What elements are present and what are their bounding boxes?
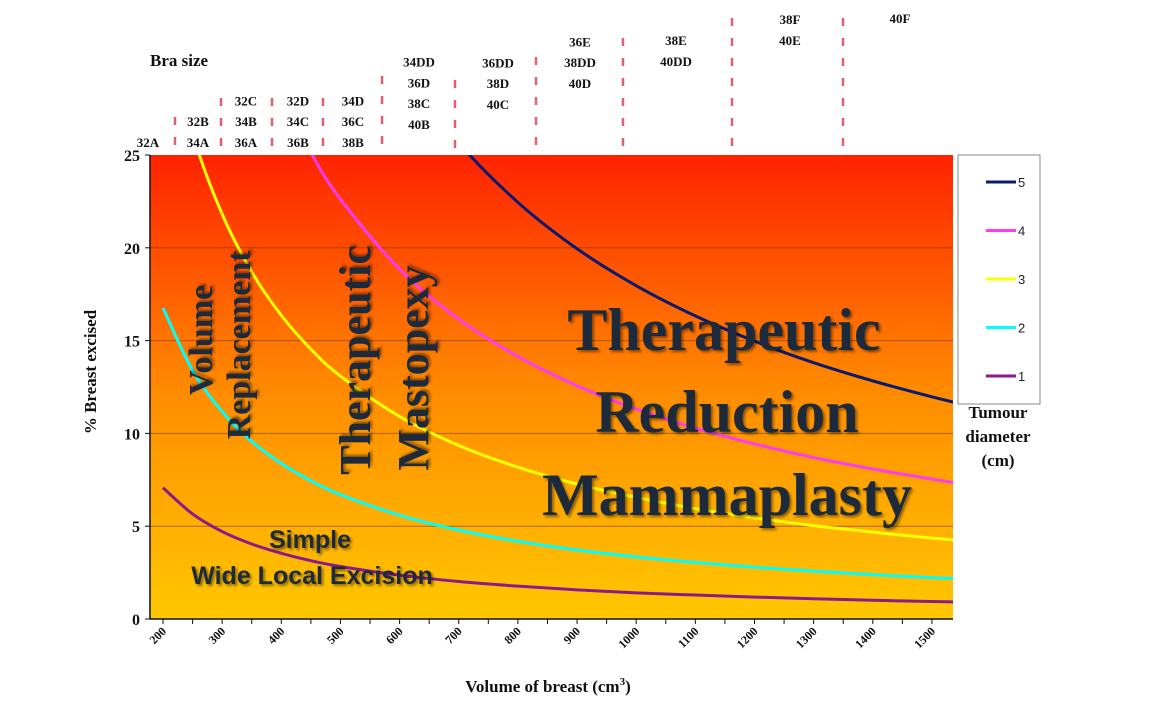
- bra-size-label: 40B: [408, 117, 430, 132]
- bra-size-label: 32A: [137, 135, 160, 150]
- bra-size-label: 38B: [342, 135, 364, 150]
- bra-size-label: 38C: [408, 96, 430, 111]
- x-tick-label: 800: [501, 624, 524, 647]
- legend-label-4: 4: [1018, 224, 1025, 239]
- bra-size-label: 32D: [287, 93, 309, 108]
- bra-size-label: 38E: [665, 33, 687, 48]
- series-line-5: [467, 155, 953, 404]
- region-label-simple: Simple: [269, 526, 351, 554]
- bra-size-label: 38F: [780, 12, 801, 27]
- bra-size-label: 36A: [235, 135, 258, 150]
- region-label-mammaplasty: Mammaplasty: [542, 462, 912, 528]
- bra-size-label: 34C: [287, 114, 309, 129]
- x-tick-label: 1000: [615, 624, 642, 651]
- legend-entries: 5 4 3 2 1: [986, 175, 1025, 384]
- bra-size-label: 36E: [569, 34, 591, 49]
- y-tick-label: 0: [132, 612, 140, 629]
- bra-size-label: 40F: [890, 11, 911, 26]
- legend-label-2: 2: [1018, 321, 1025, 336]
- region-label-therapeutic: Therapeutic: [331, 245, 380, 475]
- series-line-3: [197, 155, 953, 542]
- y-tick-label: 20: [124, 241, 140, 258]
- x-tick-label: 700: [442, 624, 465, 647]
- bra-size-label: 34B: [235, 114, 257, 129]
- x-tick-label: 1200: [734, 624, 761, 651]
- x-tick-label: 1500: [911, 624, 938, 651]
- bra-size-label: 36D: [408, 75, 430, 90]
- series-line-2: [161, 307, 953, 580]
- y-tick-label: 15: [124, 334, 140, 351]
- bra-size-labels: 32A 32B 34A 32C 34B 36A 32D 34C 36B 34D 36C 38B 34DD…: [137, 11, 911, 150]
- x-tick-label: 1100: [675, 624, 701, 650]
- bra-size-label: 38D: [487, 76, 509, 91]
- region-label-wle: Wide Local Excision: [191, 562, 433, 590]
- region-label-therapeutic-2: Therapeutic: [567, 297, 880, 363]
- y-axis-label: % Breast excised: [81, 309, 100, 434]
- region-label-replacement: Replacement: [221, 250, 258, 440]
- bra-size-label: 34D: [342, 93, 364, 108]
- bra-size-label: 34A: [187, 135, 210, 150]
- legend-label-3: 3: [1018, 272, 1025, 287]
- x-axis-label: Volume of breast (cm3): [465, 676, 631, 696]
- x-tick-label: 300: [206, 624, 229, 647]
- series-line-4: [310, 155, 953, 484]
- bra-size-label: 40DD: [660, 54, 692, 69]
- y-tick-label: 5: [132, 519, 140, 536]
- legend-label-5: 5: [1018, 175, 1025, 190]
- series-line-1: [162, 486, 953, 604]
- bra-size-label: 38DD: [564, 55, 596, 70]
- curves: [161, 155, 953, 604]
- y-tick-label: 25: [124, 148, 140, 165]
- bra-size-label: 32B: [187, 114, 209, 129]
- y-ticks: 0 5 10 15 20 25: [124, 148, 150, 629]
- x-tick-label: 500: [324, 624, 347, 647]
- region-label-reduction: Reduction: [595, 379, 858, 445]
- legend-title-1: Tumour: [969, 403, 1028, 422]
- bra-size-title: Bra size: [150, 51, 209, 70]
- bra-size-label: 36DD: [482, 55, 514, 70]
- x-tick-label: 1300: [793, 624, 820, 651]
- legend-label-1: 1: [1018, 369, 1025, 384]
- bra-size-label: 40E: [779, 33, 801, 48]
- x-tick-label: 400: [265, 624, 288, 647]
- bra-size-label: 36C: [342, 114, 364, 129]
- x-tick-label: 600: [383, 624, 406, 647]
- bra-size-label: 36B: [287, 135, 309, 150]
- legend-title-2: diameter: [965, 427, 1031, 446]
- bra-size-label: 40D: [569, 76, 591, 91]
- bra-size-dividers: [173, 18, 845, 150]
- bra-size-label: 32C: [235, 93, 257, 108]
- region-label-mastopexy: Mastopexy: [389, 265, 438, 470]
- region-label-volume: Volume: [183, 285, 220, 395]
- x-tick-label: 200: [146, 624, 169, 647]
- bra-size-label: 34DD: [403, 55, 435, 70]
- y-tick-label: 10: [124, 426, 140, 443]
- x-tick-label: 1400: [852, 624, 879, 651]
- x-ticks: 200 300 400 500 600 700 800 900 1000 1100 1200 1300…: [146, 619, 938, 651]
- plot-area: [150, 155, 953, 619]
- x-tick-label: 900: [561, 624, 584, 647]
- legend-title-3: (cm): [981, 451, 1014, 470]
- bra-size-label: 40C: [487, 97, 509, 112]
